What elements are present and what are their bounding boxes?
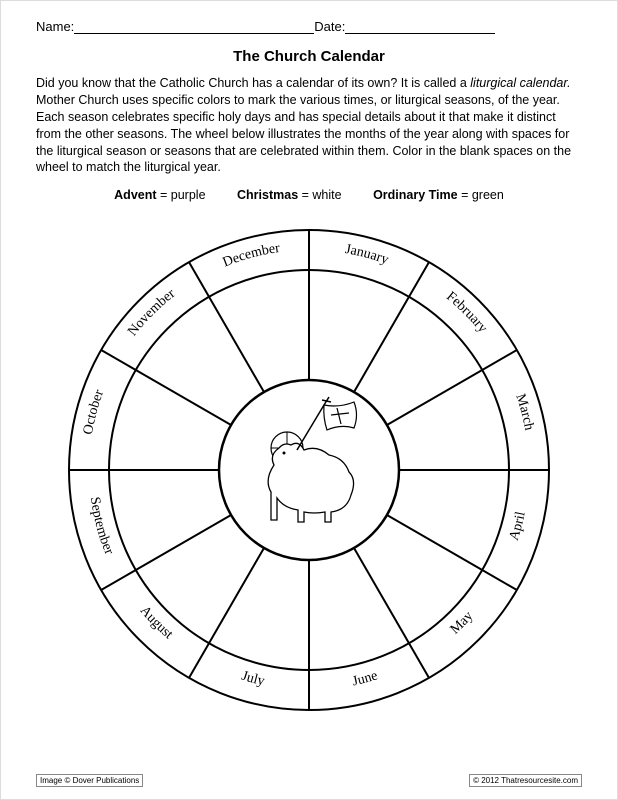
name-blank[interactable] (74, 21, 314, 34)
legend-item-advent: Advent = purple (114, 188, 205, 202)
date-label: Date: (314, 19, 345, 34)
intro-paragraph: Did you know that the Catholic Church ha… (36, 75, 582, 176)
date-blank[interactable] (345, 21, 495, 34)
intro-part1: Did you know that the Catholic Church ha… (36, 76, 470, 90)
footer-left: Image © Dover Publications (36, 774, 143, 787)
footer: Image © Dover Publications © 2012 Thatre… (36, 774, 582, 787)
intro-part2: Mother Church uses specific colors to ma… (36, 93, 571, 175)
name-label: Name: (36, 19, 74, 34)
liturgical-wheel: DecemberJanuaryFebruaryMarchAprilMayJune… (59, 220, 559, 720)
legend-item-ordinary: Ordinary Time = green (373, 188, 504, 202)
intro-italic: liturgical calendar. (470, 76, 570, 90)
lamb-icon (219, 380, 399, 560)
header-row: Name: Date: (36, 19, 582, 34)
footer-right: © 2012 Thatresourcesite.com (469, 774, 582, 787)
wheel-svg: DecemberJanuaryFebruaryMarchAprilMayJune… (59, 220, 559, 720)
page-title: The Church Calendar (36, 48, 582, 65)
legend-item-christmas: Christmas = white (237, 188, 342, 202)
color-legend: Advent = purple Christmas = white Ordina… (36, 188, 582, 202)
